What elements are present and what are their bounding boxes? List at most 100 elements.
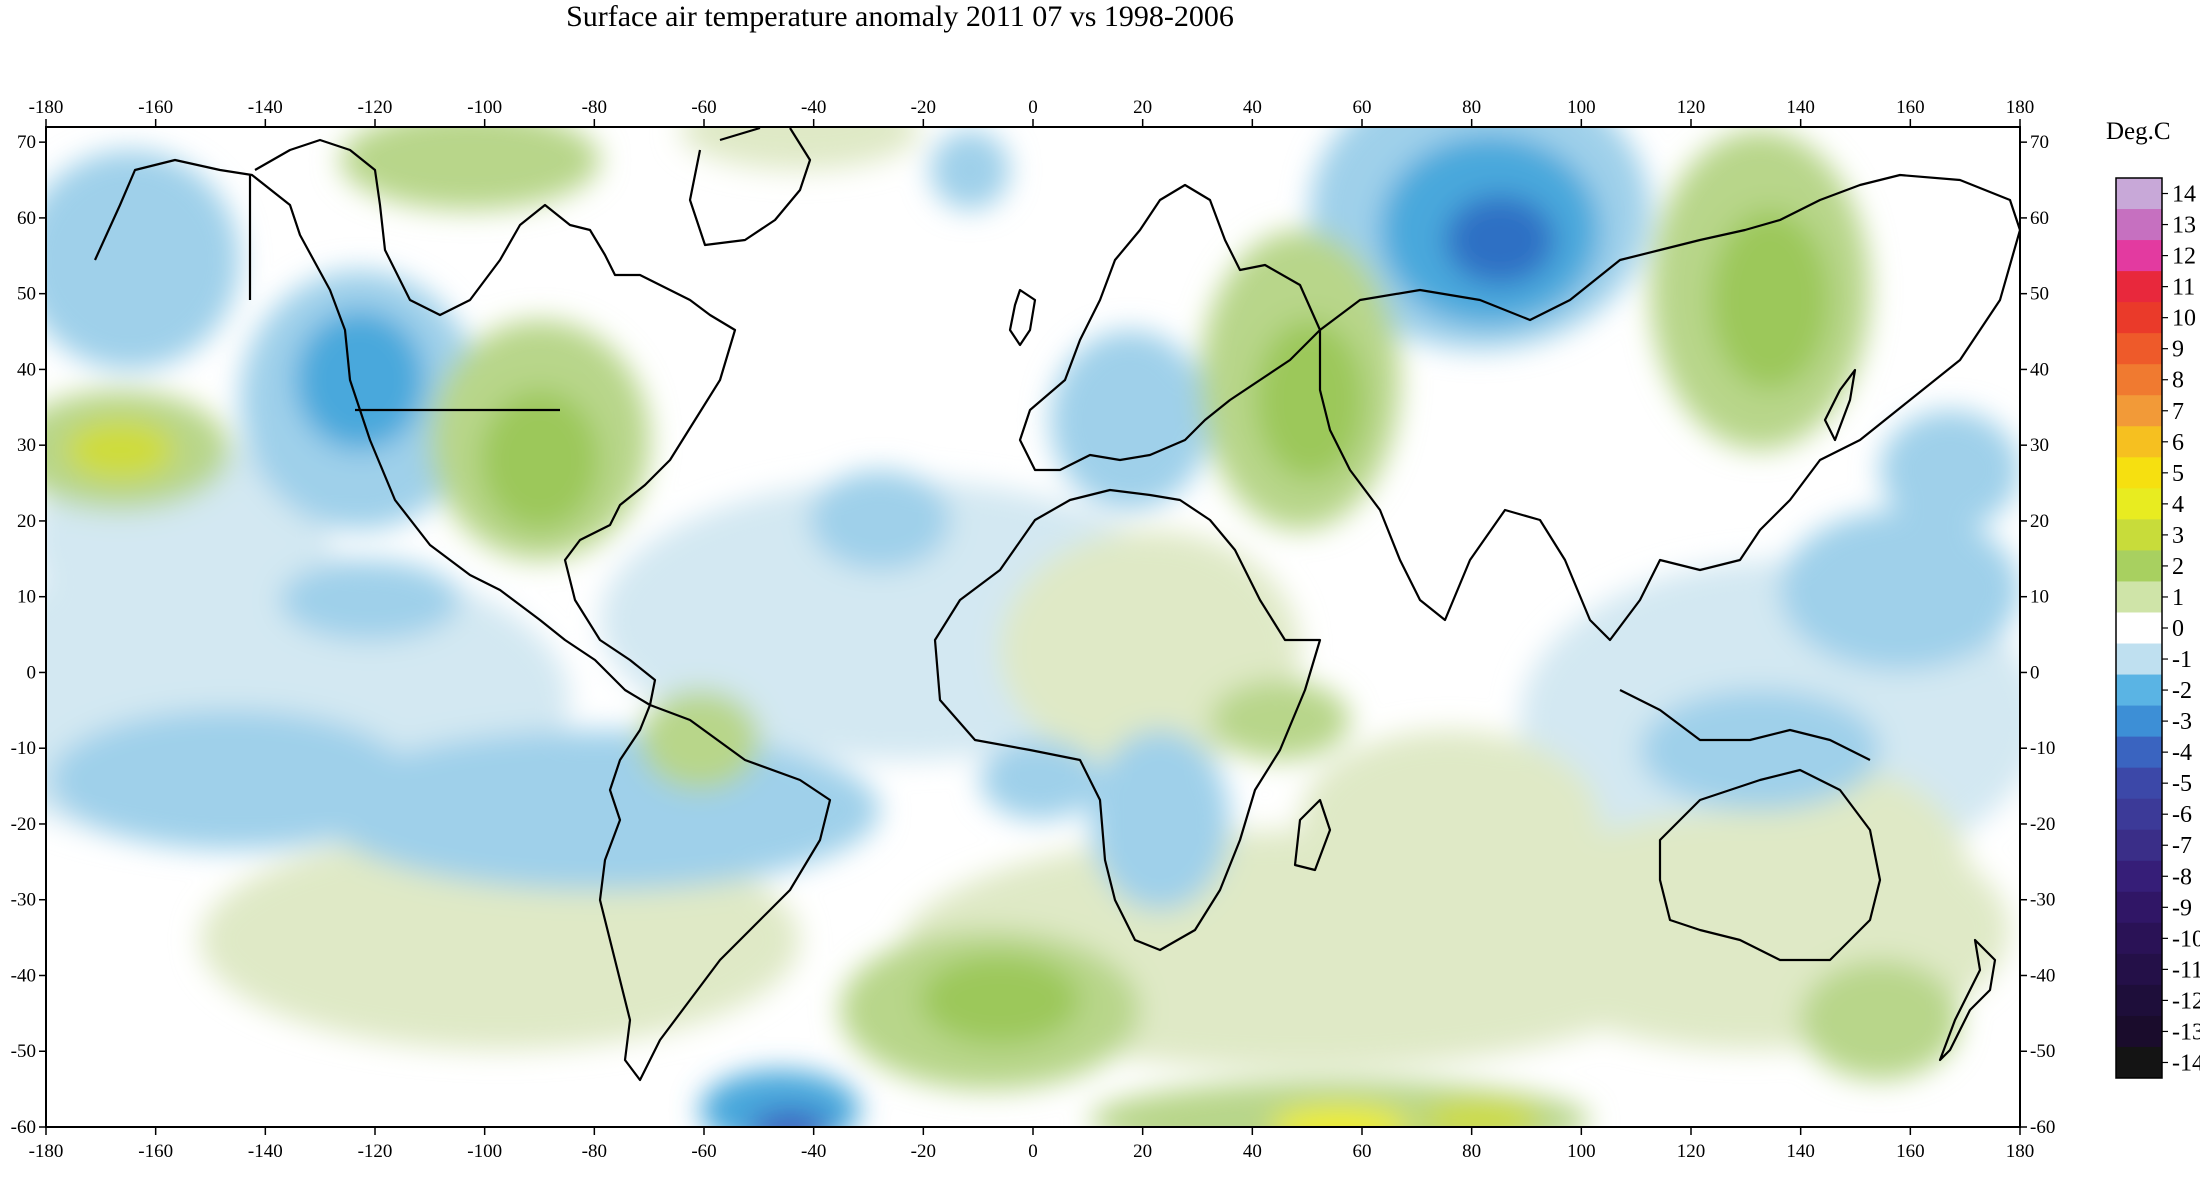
anomaly-region <box>320 730 880 890</box>
colorbar-swatch <box>2116 333 2162 365</box>
coastline-asia <box>1318 173 2020 642</box>
colorbar-label: -5 <box>2172 771 2192 797</box>
colorbar-label: -11 <box>2172 957 2200 983</box>
colorbar-swatch <box>2116 240 2162 272</box>
lat-tick-label-right: 60 <box>2030 208 2049 229</box>
colorbar-label: 8 <box>2172 368 2184 394</box>
lon-tick-label-top: -80 <box>582 97 607 118</box>
coastline-africa <box>933 488 1322 952</box>
colorbar-swatch <box>2116 736 2162 769</box>
lat-tick-label-right: -30 <box>2030 890 2055 911</box>
colorbar-label: -6 <box>2172 802 2192 828</box>
anomaly-region <box>810 470 950 570</box>
lat-tick-label-right: -40 <box>2030 965 2055 986</box>
lon-tick-label-bottom: -180 <box>29 1141 64 1162</box>
lon-tick-label-top: -140 <box>248 97 283 118</box>
colorbar-swatch <box>2116 426 2162 458</box>
anomaly-field <box>46 127 2020 1127</box>
lat-tick-label-left: -20 <box>11 814 36 835</box>
coastline-madagascar <box>1293 798 1332 872</box>
lon-tick-label-top: 140 <box>1786 97 1815 118</box>
anomaly-region <box>1090 730 1230 910</box>
colorbar-swatch <box>2116 705 2162 738</box>
colorbar-label: 1 <box>2172 585 2184 611</box>
anomaly-region <box>50 710 410 850</box>
anomaly-region <box>920 955 1080 1045</box>
colorbar-swatch <box>2116 798 2162 831</box>
anomaly-region <box>930 130 1010 210</box>
colorbar-label: 3 <box>2172 523 2184 549</box>
anomaly-region <box>1880 410 2020 530</box>
anomaly-region <box>700 1070 860 1127</box>
colorbar-label: 4 <box>2172 492 2184 518</box>
coastlines <box>93 127 2020 1082</box>
colorbar-swatch <box>2116 612 2162 645</box>
colorbar-swatch <box>2116 209 2162 241</box>
colorbar-label: 14 <box>2172 182 2196 208</box>
colorbar-swatch <box>2116 829 2162 862</box>
colorbar-label: -3 <box>2172 709 2192 735</box>
anomaly-region <box>1640 690 1880 810</box>
lat-tick-label-left: 40 <box>17 359 36 380</box>
lat-tick-label-left: 0 <box>27 662 37 683</box>
anomaly-region <box>640 690 760 790</box>
lat-tick-label-right: 50 <box>2030 284 2049 305</box>
lon-tick-label-top: -180 <box>29 97 64 118</box>
colorbar-label: -13 <box>2172 1019 2200 1045</box>
colorbar-label: -8 <box>2172 864 2192 890</box>
colorbar-swatch <box>2116 767 2162 800</box>
colorbar-label: 10 <box>2172 306 2196 332</box>
anomaly-region <box>46 150 240 370</box>
coastline-japan <box>1823 368 1857 442</box>
lat-tick-label-left: 30 <box>17 435 36 456</box>
lon-tick-label-bottom: -60 <box>691 1141 716 1162</box>
coastline-north-america <box>93 138 737 707</box>
lon-tick-label-bottom: 20 <box>1133 1141 1152 1162</box>
lon-tick-label-top: 20 <box>1133 97 1152 118</box>
lat-tick-label-right: 20 <box>2030 511 2049 532</box>
lon-tick-label-top: 120 <box>1677 97 1706 118</box>
colorbar-label: 12 <box>2172 244 2196 270</box>
lat-tick-label-right: 40 <box>2030 359 2049 380</box>
colorbar-label: 2 <box>2172 554 2184 580</box>
lon-tick-label-top: -20 <box>911 97 936 118</box>
lon-tick-label-bottom: 100 <box>1567 1141 1596 1162</box>
colorbar-labels: 14131211109876543210-1-2-3-4-5-6-7-8-9-1… <box>2162 182 2200 1076</box>
coastline-new-zealand <box>1938 938 1997 1062</box>
colorbar-label: -12 <box>2172 988 2200 1014</box>
colorbar-label: 0 <box>2172 616 2184 642</box>
colorbar: 14131211109876543210-1-2-3-4-5-6-7-8-9-1… <box>2115 177 2200 1079</box>
lon-tick-label-top: -100 <box>467 97 502 118</box>
lon-tick-label-bottom: -100 <box>467 1141 502 1162</box>
colorbar-swatches <box>2116 178 2162 1079</box>
lon-tick-label-top: 40 <box>1243 97 1262 118</box>
colorbar-swatch <box>2116 302 2162 334</box>
anomaly-region <box>295 310 425 450</box>
anomaly-region <box>1730 770 1970 990</box>
lat-tick-label-right: -60 <box>2030 1117 2055 1138</box>
lon-tick-label-top: -160 <box>138 97 173 118</box>
colorbar-label: -1 <box>2172 647 2192 673</box>
anomaly-region <box>280 560 460 640</box>
colorbar-label: -10 <box>2172 926 2200 952</box>
lat-tick-label-left: -50 <box>11 1041 36 1062</box>
colorbar-swatch <box>2116 457 2162 489</box>
coastline-greenland <box>688 127 812 247</box>
anomaly-region <box>1445 195 1555 285</box>
coastline-indonesia <box>1619 689 1871 761</box>
anomaly-region <box>750 1110 830 1127</box>
lon-tick-label-bottom: 140 <box>1786 1141 1815 1162</box>
colorbar-label: -14 <box>2172 1050 2200 1076</box>
colorbar-swatch <box>2116 1015 2162 1048</box>
lon-tick-label-bottom: -20 <box>911 1141 936 1162</box>
anomaly-region <box>1210 680 1350 760</box>
border-us-canada <box>248 175 560 412</box>
lat-tick-label-right: 10 <box>2030 587 2049 608</box>
colorbar-swatch <box>2116 550 2162 582</box>
lon-tick-label-bottom: -140 <box>248 1141 283 1162</box>
lat-tick-label-left: -30 <box>11 890 36 911</box>
lat-tick-label-right: -10 <box>2030 738 2055 759</box>
colorbar-swatch <box>2116 581 2162 613</box>
anomaly-region <box>980 740 1100 820</box>
colorbar-label: 7 <box>2172 399 2184 425</box>
